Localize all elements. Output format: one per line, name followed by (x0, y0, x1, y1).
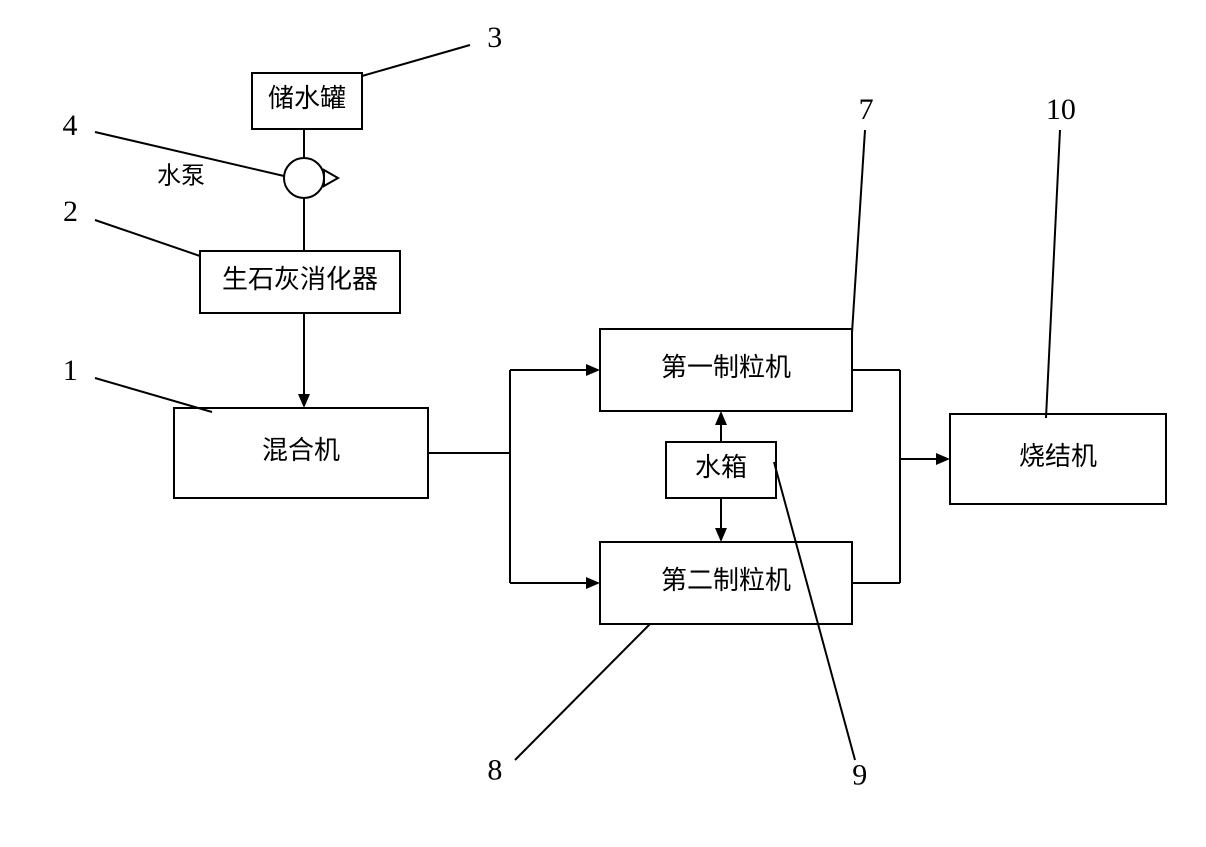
callout-7: 7 (852, 93, 874, 333)
callout-num-2: 2 (63, 195, 78, 228)
water-tank: 储水罐 (252, 73, 362, 129)
callout-num-1: 1 (63, 354, 78, 387)
water-box: 水箱 (666, 442, 776, 498)
callout-num-9: 9 (852, 758, 867, 791)
sinter-label: 烧结机 (1019, 442, 1097, 471)
callout-2: 2 (63, 195, 200, 256)
water-box-label: 水箱 (695, 453, 747, 482)
slaker-label: 生石灰消化器 (222, 265, 378, 294)
pump-icon (284, 158, 338, 198)
sinter: 烧结机 (950, 414, 1166, 504)
callout-10: 10 (1046, 93, 1076, 418)
slaker: 生石灰消化器 (200, 251, 400, 313)
callout-num-4: 4 (62, 109, 77, 142)
callout-num-7: 7 (859, 93, 874, 126)
callout-8: 8 (487, 624, 650, 787)
flowchart-canvas: 储水罐生石灰消化器混合机 第一制粒机水箱第二制粒机 烧结机 水泵 3 4 2 1 7 10 9 8 (0, 0, 1206, 847)
callout-num-8: 8 (487, 754, 502, 787)
gran1-label: 第一制粒机 (661, 353, 791, 382)
gran1: 第一制粒机 (600, 329, 852, 411)
mixer-label: 混合机 (262, 436, 340, 465)
gran2-label: 第二制粒机 (661, 566, 791, 595)
pump-label: 水泵 (157, 163, 205, 190)
callout-num-3: 3 (487, 21, 502, 54)
water-tank-label: 储水罐 (268, 84, 346, 113)
callout-1: 1 (63, 354, 212, 412)
callout-9: 9 (774, 462, 867, 791)
callout-num-10: 10 (1046, 93, 1076, 126)
mixer: 混合机 (174, 408, 428, 498)
callout-3: 3 (362, 21, 502, 76)
